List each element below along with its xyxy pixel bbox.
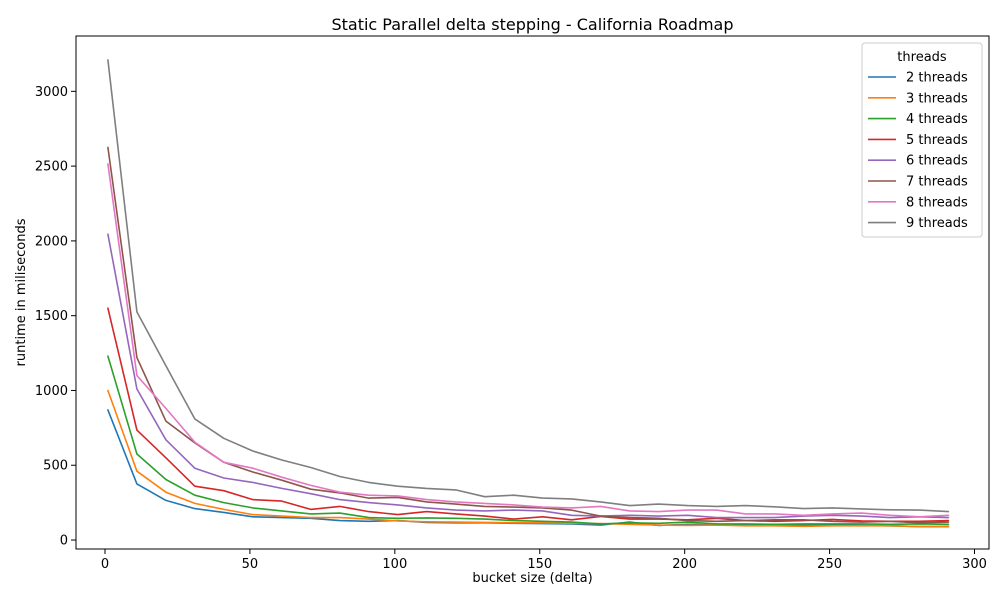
x-tick-label: 50 [242,557,259,572]
legend-label: 5 threads [906,133,968,148]
y-tick-label: 0 [60,534,68,549]
x-tick-label: 0 [101,557,109,572]
legend-label: 9 threads [906,216,968,231]
series-line-8-threads [107,163,950,518]
y-tick-label: 1500 [35,309,68,324]
x-tick-label: 150 [527,557,552,572]
legend-box [861,42,983,238]
x-tick-label: 250 [817,557,842,572]
series-line-6-threads [107,233,950,519]
plot-area [75,35,990,550]
chart-title: Static Parallel delta stepping - Califor… [331,15,733,34]
legend-title: threads [897,50,947,65]
y-tick-label: 500 [43,459,68,474]
y-axis-label: runtime in miliseconds [14,218,29,366]
x-tick-label: 300 [962,557,987,572]
series-line-4-threads [107,355,950,526]
y-tick-label: 1000 [35,384,68,399]
x-tick-label: 100 [382,557,407,572]
x-axis-label: bucket size (delta) [472,571,592,586]
series-lines [107,59,950,528]
series-line-7-threads [107,146,950,524]
legend-label: 4 threads [906,112,968,127]
legend-label: 3 threads [906,91,968,106]
legend-item: 9 threads [868,216,968,231]
legend-item: 6 threads [868,154,968,169]
legend: threads 2 threads 3 threads 4 threads 5 thr… [861,42,983,238]
legend-item: 8 threads [868,195,968,210]
series-line-3-threads [107,389,950,528]
series-line-9-threads [107,59,950,513]
legend-item: 7 threads [868,175,968,190]
x-tick-label: 200 [672,557,697,572]
legend-item: 3 threads [868,91,968,106]
legend-item: 4 threads [868,112,968,127]
x-axis: 0 50 100 150 200 250 300 [101,549,987,572]
legend-item: 5 threads [868,133,968,148]
y-tick-label: 3000 [35,85,68,100]
legend-label: 2 threads [906,71,968,86]
y-axis: 0 500 1000 1500 2000 2500 3000 [35,85,76,549]
legend-label: 6 threads [906,154,968,169]
legend-item: 2 threads [868,71,968,86]
y-tick-label: 2000 [35,234,68,249]
legend-label: 8 threads [906,195,968,210]
legend-label: 7 threads [906,175,968,190]
y-tick-label: 2500 [35,160,68,175]
